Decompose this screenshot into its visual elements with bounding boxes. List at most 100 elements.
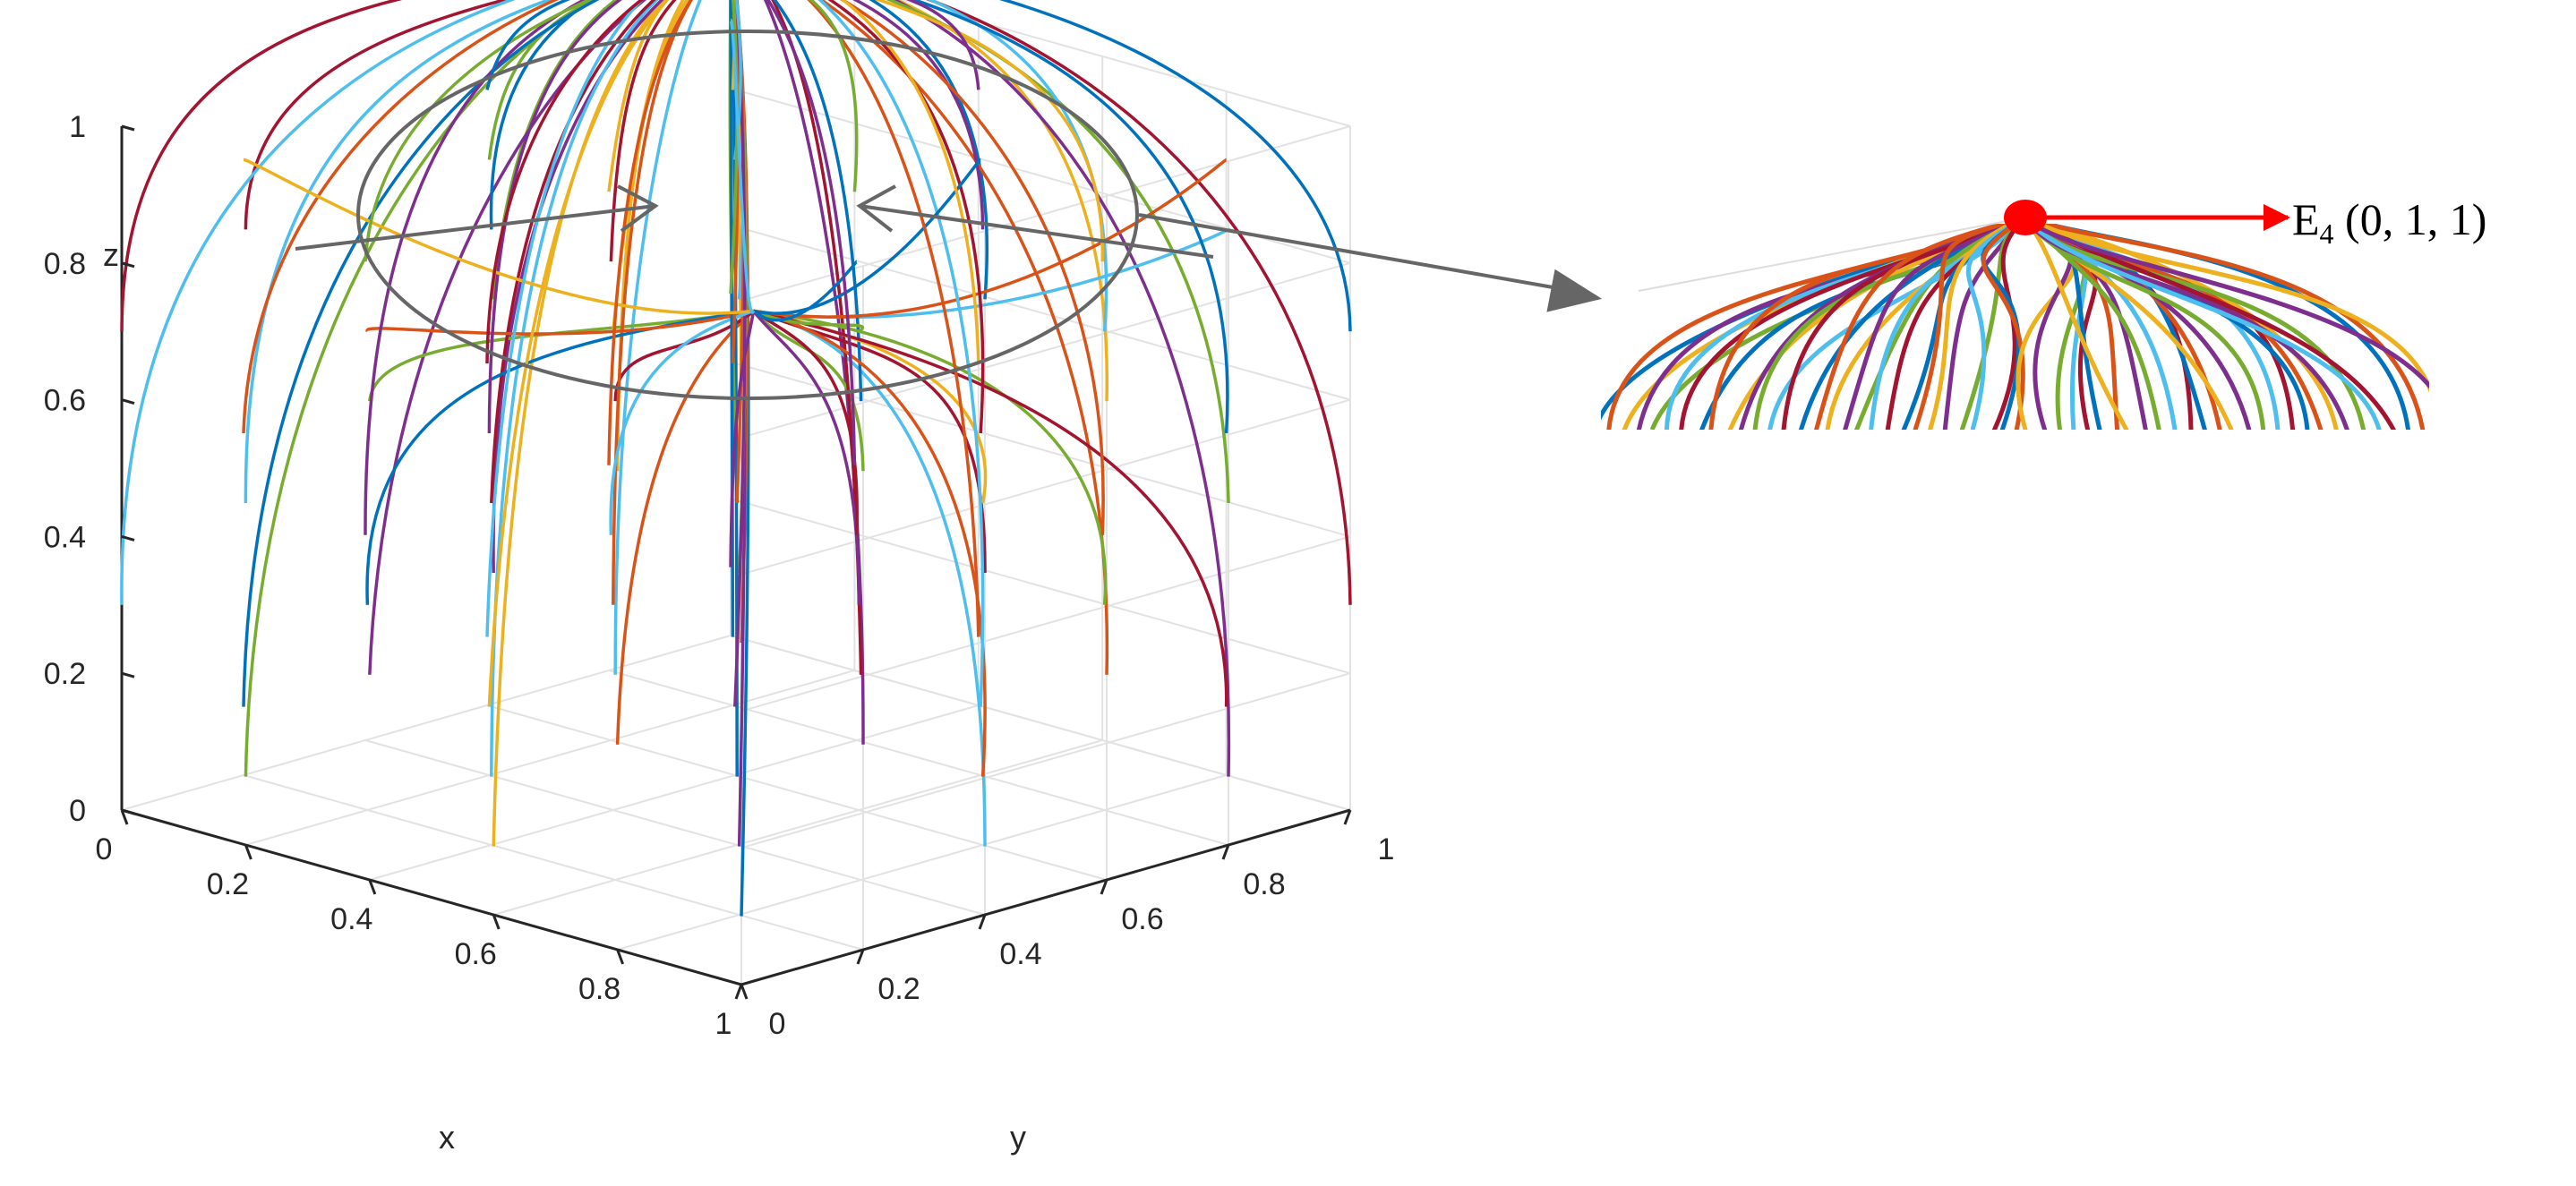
trajectory-line bbox=[874, 0, 1104, 262]
zoom-trajectory-line bbox=[1965, 224, 2019, 430]
floor-gridline bbox=[121, 635, 732, 811]
trajectory-line bbox=[729, 311, 756, 567]
wall-gridline bbox=[740, 398, 1351, 576]
trajectory-line bbox=[368, 309, 754, 402]
wall-gridline bbox=[740, 535, 1351, 712]
zoom-trajectory-line bbox=[2028, 224, 2382, 430]
zoom-inset bbox=[1601, 224, 2429, 430]
trajectory-line bbox=[729, 18, 756, 314]
z-tick-mark bbox=[121, 534, 135, 542]
x-tick-label: 0.6 bbox=[455, 937, 497, 971]
wall-gridline bbox=[898, 0, 1351, 127]
trajectory-line bbox=[910, 0, 1229, 434]
z-tick-mark bbox=[121, 398, 135, 405]
zoom-trajectory-line bbox=[1927, 224, 2017, 430]
trajectory-line bbox=[905, 0, 980, 90]
trajectory-line bbox=[891, 0, 1231, 777]
trajectory-line bbox=[753, 309, 1228, 707]
y-tick-label: 0.6 bbox=[1121, 902, 1163, 936]
y-axis-line bbox=[740, 808, 1351, 986]
zoom-trajectory-line bbox=[1981, 224, 2025, 430]
trajectory-line bbox=[753, 158, 982, 315]
z-axis-label: z bbox=[103, 236, 119, 273]
x-tick-mark bbox=[616, 949, 625, 965]
floor-gridline bbox=[608, 670, 1229, 846]
y-tick-mark bbox=[978, 914, 987, 930]
zoom-trajectory-line bbox=[2026, 224, 2129, 430]
trajectory-line bbox=[607, 0, 670, 192]
trajectory-line bbox=[242, 0, 600, 707]
x-tick-mark bbox=[368, 879, 377, 895]
wall-gridline bbox=[730, 635, 1351, 811]
trajectory-line bbox=[770, 0, 863, 675]
y-tick-label: 0.2 bbox=[877, 972, 920, 1006]
trajectory-line bbox=[809, 0, 859, 192]
z-tick-label: 1 bbox=[69, 110, 86, 144]
left-arrow bbox=[295, 184, 659, 251]
trajectory-line bbox=[840, 0, 980, 364]
zoom-trajectory-line bbox=[2033, 224, 2429, 394]
trajectory-line bbox=[609, 0, 677, 262]
equilibrium-label: E4 (0, 1, 1) bbox=[2292, 194, 2486, 250]
trajectory-line bbox=[244, 0, 595, 777]
trajectory-line bbox=[926, 0, 1352, 605]
floor-gridline bbox=[243, 774, 864, 951]
y-tick-label: 0 bbox=[769, 1007, 786, 1041]
floor-gridline bbox=[492, 739, 1103, 916]
equilibrium-grid-line bbox=[1638, 217, 2026, 292]
y-tick-label: 0.8 bbox=[1243, 867, 1285, 901]
x-tick-label: 0.4 bbox=[330, 902, 372, 936]
trajectory-line bbox=[752, 309, 859, 535]
x-tick-mark bbox=[244, 844, 252, 860]
trajectory-line bbox=[120, 0, 516, 605]
floor-gridline bbox=[369, 704, 980, 881]
trajectory-line bbox=[487, 0, 669, 707]
trajectory-line bbox=[730, 0, 735, 637]
x-tick-mark bbox=[120, 809, 129, 825]
z-tick-label: 0.4 bbox=[44, 520, 86, 554]
trajectory-line bbox=[998, 0, 1352, 332]
z-tick-label: 0 bbox=[69, 794, 86, 828]
trajectory-line bbox=[615, 310, 755, 745]
trajectory-line bbox=[733, 0, 747, 707]
highlight-ellipse bbox=[356, 30, 1139, 400]
x-tick-label: 0.8 bbox=[578, 972, 620, 1006]
x-tick-mark bbox=[492, 914, 501, 930]
floor-gridline bbox=[617, 774, 1227, 951]
x-axis-line bbox=[121, 808, 742, 986]
trajectory-line bbox=[243, 158, 754, 315]
floor-gridline bbox=[486, 704, 1108, 881]
z-tick-mark bbox=[121, 124, 135, 132]
y-tick-label: 0.4 bbox=[999, 937, 1041, 971]
trajectory-group bbox=[120, 0, 1352, 917]
zoom-arrow-line bbox=[1138, 213, 1559, 290]
y-tick-label: 1 bbox=[1378, 832, 1395, 866]
x-tick-mark bbox=[740, 984, 749, 1000]
x-tick-label: 0 bbox=[96, 832, 113, 866]
tick-labels: 0 0.2 0.4 0.6 0.8 1 0 0.2 0.4 0.6 0.8 1 0 0.2 0.4 0.6 0.… bbox=[44, 110, 1395, 1041]
trajectory-line bbox=[613, 0, 702, 675]
trajectory-line bbox=[368, 0, 647, 675]
z-tick-mark bbox=[121, 671, 135, 678]
zoom-trajectory-line bbox=[1869, 224, 2023, 430]
equilibrium-point-marker bbox=[2004, 200, 2047, 235]
trajectory-line bbox=[893, 0, 1108, 402]
y-tick-mark bbox=[1343, 809, 1352, 825]
trajectory-line bbox=[766, 0, 857, 465]
trajectory-line bbox=[364, 0, 594, 262]
convergence-highlight bbox=[295, 30, 1603, 400]
z-tick-mark bbox=[121, 261, 135, 269]
trajectory-line bbox=[492, 0, 619, 300]
equilibrium-annotation: E4 (0, 1, 1) bbox=[1638, 194, 2486, 292]
floor-gridline bbox=[364, 739, 986, 916]
zoom-arrow-head bbox=[1546, 269, 1603, 312]
trajectory-line bbox=[839, 0, 1105, 535]
trajectory-line bbox=[244, 0, 510, 230]
trajectory-line bbox=[817, 0, 985, 707]
trajectory-line bbox=[886, 0, 1230, 504]
z-tick-mark bbox=[121, 808, 135, 815]
z-tick-label: 0.8 bbox=[44, 247, 86, 281]
y-tick-mark bbox=[1221, 844, 1230, 860]
trajectory-line bbox=[490, 0, 659, 777]
